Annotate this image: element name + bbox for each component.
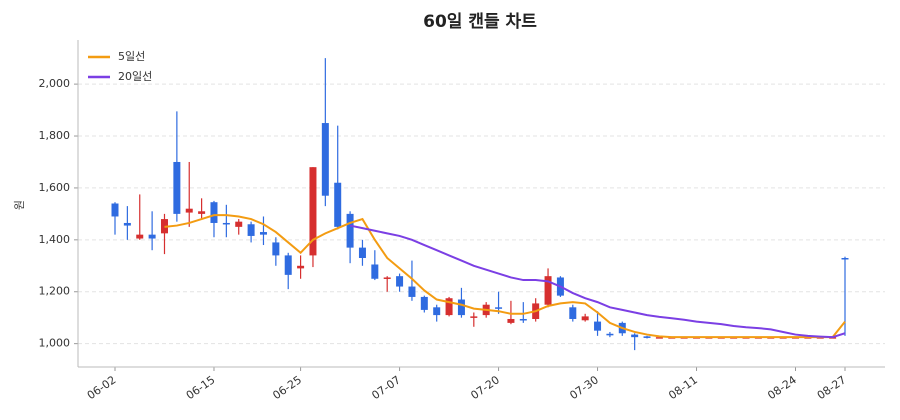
- grid: 1,000 1,200 1,400 1,600 1,800 2,000 06-02 06-15…: [39, 77, 885, 402]
- candle-body: [346, 213, 354, 248]
- candle-body: [371, 264, 379, 279]
- candle-body: [198, 211, 206, 214]
- candle-body: [519, 318, 527, 321]
- candle-body: [136, 234, 144, 239]
- candle-body: [445, 298, 453, 316]
- y-axis-label: 원: [13, 200, 26, 210]
- candle-body: [173, 161, 181, 214]
- legend-label: 5일선: [118, 49, 145, 63]
- candle-body: [247, 224, 255, 236]
- candle-body: [420, 296, 428, 310]
- x-tick-label: 07-30: [567, 373, 601, 402]
- candle-body: [544, 276, 552, 305]
- candle-body: [594, 321, 602, 331]
- x-tick-label: 07-20: [468, 373, 502, 402]
- ma-line: [349, 224, 846, 339]
- legend: 5일선 20일선: [88, 49, 152, 83]
- y-tick-label: 1,400: [39, 233, 71, 246]
- candle-body: [284, 255, 292, 275]
- candle-body: [655, 337, 663, 339]
- y-tick-label: 1,200: [39, 285, 71, 298]
- candle-body: [396, 276, 404, 287]
- ma-line: [164, 214, 846, 339]
- candle-body: [210, 202, 218, 223]
- candle-body: [272, 242, 280, 256]
- chart-title: 60일 캔들 차트: [423, 12, 537, 32]
- candle-body: [358, 247, 366, 258]
- candle-body: [569, 307, 577, 319]
- candle-body: [222, 222, 230, 225]
- y-tick-label: 1,800: [39, 129, 71, 142]
- y-tick-label: 2,000: [39, 77, 71, 90]
- candle-body: [297, 265, 305, 269]
- y-tick-label: 1,600: [39, 181, 71, 194]
- marks: [111, 58, 849, 351]
- x-tick-label: 08-11: [666, 373, 700, 402]
- x-tick-label: 08-24: [765, 373, 799, 402]
- x-tick-label: 06-02: [85, 373, 119, 402]
- candle-body: [581, 316, 589, 321]
- x-tick-label: 07-07: [369, 373, 403, 402]
- x-tick-label: 06-15: [184, 373, 218, 402]
- candle-body: [457, 299, 465, 316]
- y-tick-label: 1,000: [39, 337, 71, 350]
- candle-body: [334, 182, 342, 227]
- candle-body: [631, 334, 639, 338]
- candle-body: [383, 277, 391, 279]
- candle-body: [309, 167, 317, 256]
- candle-body: [259, 232, 267, 235]
- candle-body: [606, 333, 614, 336]
- candle-body: [507, 318, 515, 323]
- x-tick-label: 08-27: [815, 373, 849, 402]
- candle-body: [470, 316, 478, 318]
- candle-body: [123, 222, 131, 226]
- candle-body: [841, 258, 849, 260]
- x-tick-label: 06-25: [270, 373, 304, 402]
- candle-body: [321, 123, 329, 196]
- candle-body: [495, 307, 503, 309]
- candle-body: [235, 221, 243, 227]
- candle-body: [433, 307, 441, 316]
- candle-body: [111, 203, 119, 217]
- candle-body: [643, 336, 651, 338]
- legend-label: 20일선: [118, 69, 152, 83]
- candle-body: [148, 234, 156, 239]
- candle-body: [408, 286, 416, 297]
- candle-body: [185, 208, 193, 213]
